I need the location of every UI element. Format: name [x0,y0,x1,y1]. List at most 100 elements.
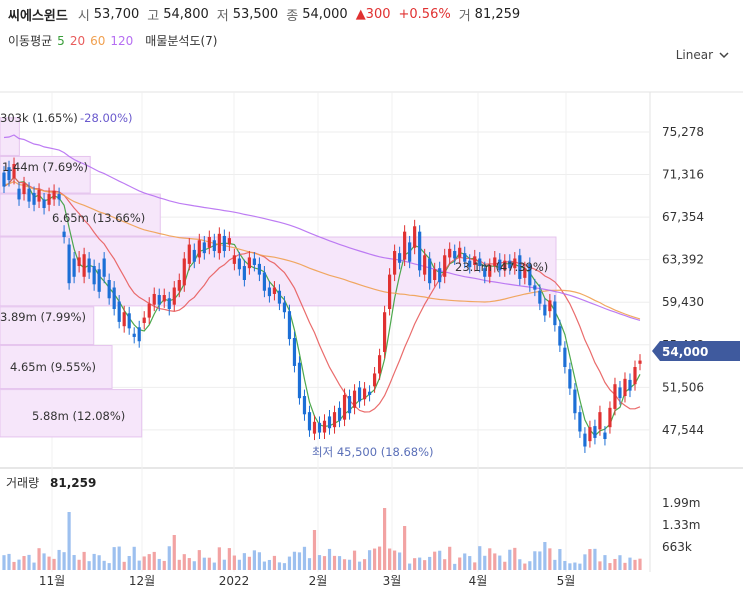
candle-body [528,263,532,286]
candle-body [187,244,191,264]
candle-body [388,274,392,310]
volume-bar [112,547,116,570]
volume-bar [433,551,437,570]
candle-body [282,302,287,313]
candle-body [82,254,86,277]
candle-body [448,248,452,258]
profile-label-1: 303k (1.65%) [0,111,78,125]
current-price-text: 54,000 [662,345,708,359]
low-label: 저 [216,8,229,24]
volume-bar [518,559,522,570]
volume-bar [347,559,352,570]
candle-body [87,258,91,273]
volume-tick-label: 663k [662,540,692,554]
volume-bar [528,561,532,570]
volume-label: 거 [458,8,471,24]
volume-bar [408,563,412,570]
volume-bar [403,526,407,570]
candle-body [543,304,547,316]
candle-body [382,312,387,352]
candle-body [403,231,407,260]
candle-body [247,257,251,269]
volume-bar [67,512,71,570]
candle-body [152,293,156,305]
profile-label-6: 3.89m (7.99%) [0,310,86,324]
date-tick-label: 3월 [383,574,402,588]
volume-bar [132,546,136,570]
volume-bar [127,556,131,570]
candle-body [433,269,437,280]
volume-bar [172,535,176,570]
ma-label[interactable]: 이동평균 [8,34,53,48]
low-value: 53,500 [232,6,279,22]
volume-bar [17,559,21,570]
ma60-label: 60 [90,33,106,48]
candle-body [458,247,462,258]
candle-body [603,432,607,439]
volume-bar [372,548,377,570]
volume-bar [57,549,61,570]
candle-body [67,244,71,284]
scale-dropdown[interactable]: Linear [676,48,729,62]
volume-profile-toggle[interactable]: 매물분석도(7) [145,34,218,48]
candle-body [62,231,66,238]
volume-bar [2,555,6,570]
candle-body [227,238,231,245]
volume-bar [37,548,41,570]
candle-body [362,388,367,400]
volume-bar [297,552,302,570]
volume-bar [262,561,267,570]
chevron-down-icon [719,51,729,58]
candle-body [207,237,211,248]
ma20-label: 20 [69,33,86,48]
high-label: 고 [147,8,160,24]
candle-body [357,387,362,402]
volume-bar [237,559,241,570]
candle-body [27,188,31,202]
candle-body [57,194,61,200]
volume-bar [613,558,617,570]
volume-bar [192,561,196,570]
candle-body [443,255,447,277]
volume-bar [633,559,637,570]
volume-bar [142,556,146,570]
scale-label: Linear [675,48,713,62]
candle-body [398,253,402,263]
volume-bar [448,546,452,570]
candle-body [107,280,111,299]
volume-bar [458,557,462,570]
candle-body [2,172,6,187]
candle-body [513,258,517,269]
volume-bar [533,551,537,570]
volume-bar [618,555,622,570]
candle-body [142,317,146,323]
candle-body [192,249,196,262]
price-axis-ticks: 75,27871,31667,35463,39259,43055,46851,5… [662,125,704,437]
candle-body [418,231,422,271]
volume-bar [538,551,542,570]
volume-bar [523,563,527,570]
volume-bar [468,556,472,570]
candle-body [42,199,46,209]
candle-body [72,258,76,277]
candle-body [578,412,582,432]
volume-bar [623,562,627,570]
ma120-label: 120 [110,33,134,48]
volume-bar [282,563,287,570]
candle-body [147,303,151,318]
candle-body [473,256,477,265]
candle-body [538,290,542,304]
volume-bar [77,559,81,570]
ma20-line [3,175,641,413]
date-tick-label: 2022 [219,574,250,588]
candle-body [347,396,352,414]
profile-label-7: 4.65m (9.55%) [10,360,96,374]
candle-body [342,394,347,420]
volume-bar [332,555,337,570]
volume-bar [453,563,457,570]
volume-bar [62,552,66,570]
candle-body [127,313,131,329]
candle-body [483,268,487,277]
moving-average-legend[interactable]: 이동평균 5 20 60 120 매물분석도(7) [8,32,222,49]
